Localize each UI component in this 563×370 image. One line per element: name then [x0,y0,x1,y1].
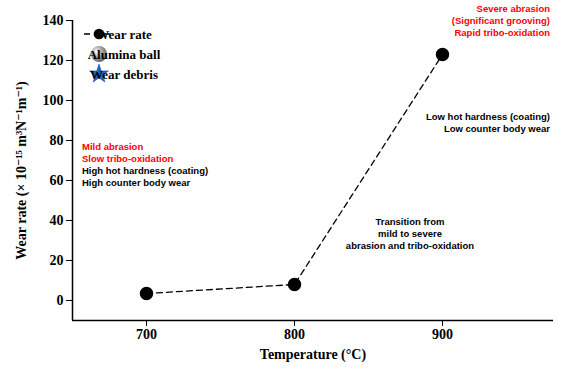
svg-text:mild to severe: mild to severe [378,228,442,239]
svg-text:120: 120 [43,53,64,68]
svg-text:900: 900 [432,327,453,342]
svg-text:(Significant grooving): (Significant grooving) [452,15,550,26]
svg-text:Mild abrasion: Mild abrasion [82,141,143,152]
svg-text:Low counter body wear: Low counter body wear [444,123,550,134]
svg-text:60: 60 [50,173,64,188]
svg-text:140: 140 [43,13,64,28]
svg-text:40: 40 [50,213,64,228]
svg-text:High counter body wear: High counter body wear [82,177,191,188]
svg-text:High hot hardness (coating): High hot hardness (coating) [82,165,208,176]
svg-text:Alumina ball: Alumina ball [88,47,161,62]
svg-text:80: 80 [50,133,64,148]
svg-text:Wear rate (× 10⁻¹⁵ m³N⁻¹m⁻¹): Wear rate (× 10⁻¹⁵ m³N⁻¹m⁻¹) [14,81,30,260]
svg-text:Wear debris: Wear debris [90,67,158,82]
svg-text:20: 20 [50,253,64,268]
svg-text:Rapid tribo-oxidation: Rapid tribo-oxidation [454,27,550,38]
svg-text:Temperature (°C): Temperature (°C) [260,347,367,363]
svg-text:abrasion and tribo-oxidation: abrasion and tribo-oxidation [346,240,474,251]
svg-text:Low hot hardness (coating): Low hot hardness (coating) [426,111,550,122]
svg-text:0: 0 [57,293,64,308]
svg-text:Transition from: Transition from [375,216,444,227]
svg-text:800: 800 [284,327,305,342]
svg-text:Wear rate: Wear rate [96,27,152,42]
svg-text:100: 100 [43,93,64,108]
svg-text:Severe abrasion: Severe abrasion [477,3,551,14]
svg-text:700: 700 [136,327,157,342]
svg-text:Slow tribo-oxidation: Slow tribo-oxidation [82,153,173,164]
